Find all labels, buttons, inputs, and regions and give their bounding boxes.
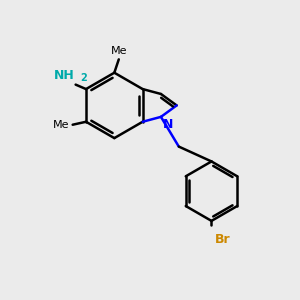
Text: NH: NH bbox=[53, 69, 74, 82]
Text: Br: Br bbox=[214, 233, 230, 246]
Text: Me: Me bbox=[53, 120, 70, 130]
Text: Me: Me bbox=[110, 46, 127, 56]
Text: 2: 2 bbox=[80, 73, 87, 82]
Text: N: N bbox=[162, 118, 173, 131]
